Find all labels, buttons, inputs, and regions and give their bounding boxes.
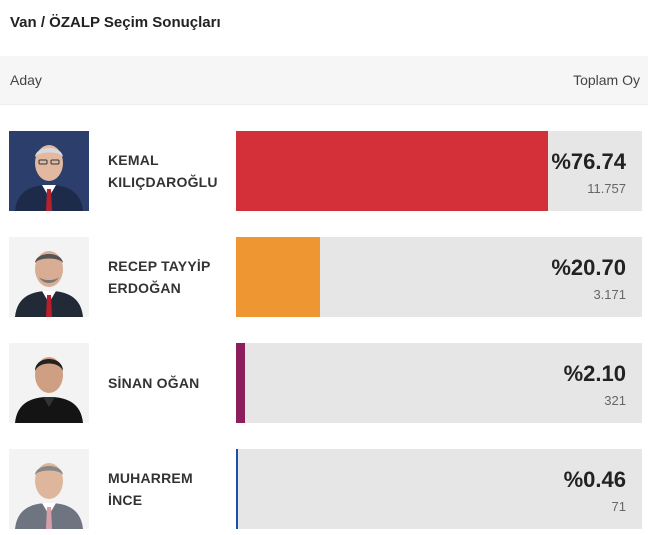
- page-title: Van / ÖZALP Seçim Sonuçları: [10, 14, 221, 31]
- vote-share-bar: %20.70 3.171: [236, 237, 642, 317]
- vote-percentage: %0.46: [563, 467, 626, 492]
- candidate-portrait-icon: [9, 343, 89, 423]
- candidate-name: SİNAN OĞAN: [108, 375, 200, 391]
- candidate-name: MUHARREM İNCE: [108, 470, 193, 508]
- candidate-name: RECEP TAYYİP ERDOĞAN: [108, 258, 211, 296]
- candidate-portrait-icon: [9, 131, 89, 211]
- vote-percentage: %20.70: [551, 255, 626, 280]
- vote-share-bar: %2.10 321: [236, 343, 642, 423]
- vote-count: 11.757: [587, 181, 626, 196]
- vote-count: 71: [611, 499, 626, 514]
- candidate-photo: [9, 237, 89, 317]
- vote-count: 321: [604, 393, 626, 408]
- vote-percentage: %2.10: [563, 361, 626, 386]
- vote-share-fill: [236, 449, 238, 529]
- vote-share-fill: [236, 343, 245, 423]
- candidate-photo: [9, 449, 89, 529]
- candidate-name: KEMAL KILIÇDAROĞLU: [108, 152, 218, 190]
- vote-share-fill: [236, 131, 548, 211]
- table-header: Aday Toplam Oy: [0, 56, 648, 105]
- candidate-row: SİNAN OĞAN %2.10 321: [0, 343, 648, 423]
- vote-count: 3.171: [593, 287, 626, 302]
- column-header-candidate: Aday: [10, 72, 42, 88]
- candidate-photo: [9, 343, 89, 423]
- column-header-total-votes: Toplam Oy: [573, 72, 640, 88]
- candidate-portrait-icon: [9, 449, 89, 529]
- candidate-row: MUHARREM İNCE %0.46 71: [0, 449, 648, 529]
- candidate-portrait-icon: [9, 237, 89, 317]
- candidate-row: KEMAL KILIÇDAROĞLU %76.74 11.757: [0, 131, 648, 211]
- vote-share-bar: %76.74 11.757: [236, 131, 642, 211]
- vote-percentage: %76.74: [551, 149, 626, 174]
- candidate-row: RECEP TAYYİP ERDOĞAN %20.70 3.171: [0, 237, 648, 317]
- vote-share-bar: %0.46 71: [236, 449, 642, 529]
- vote-share-fill: [236, 237, 320, 317]
- candidate-photo: [9, 131, 89, 211]
